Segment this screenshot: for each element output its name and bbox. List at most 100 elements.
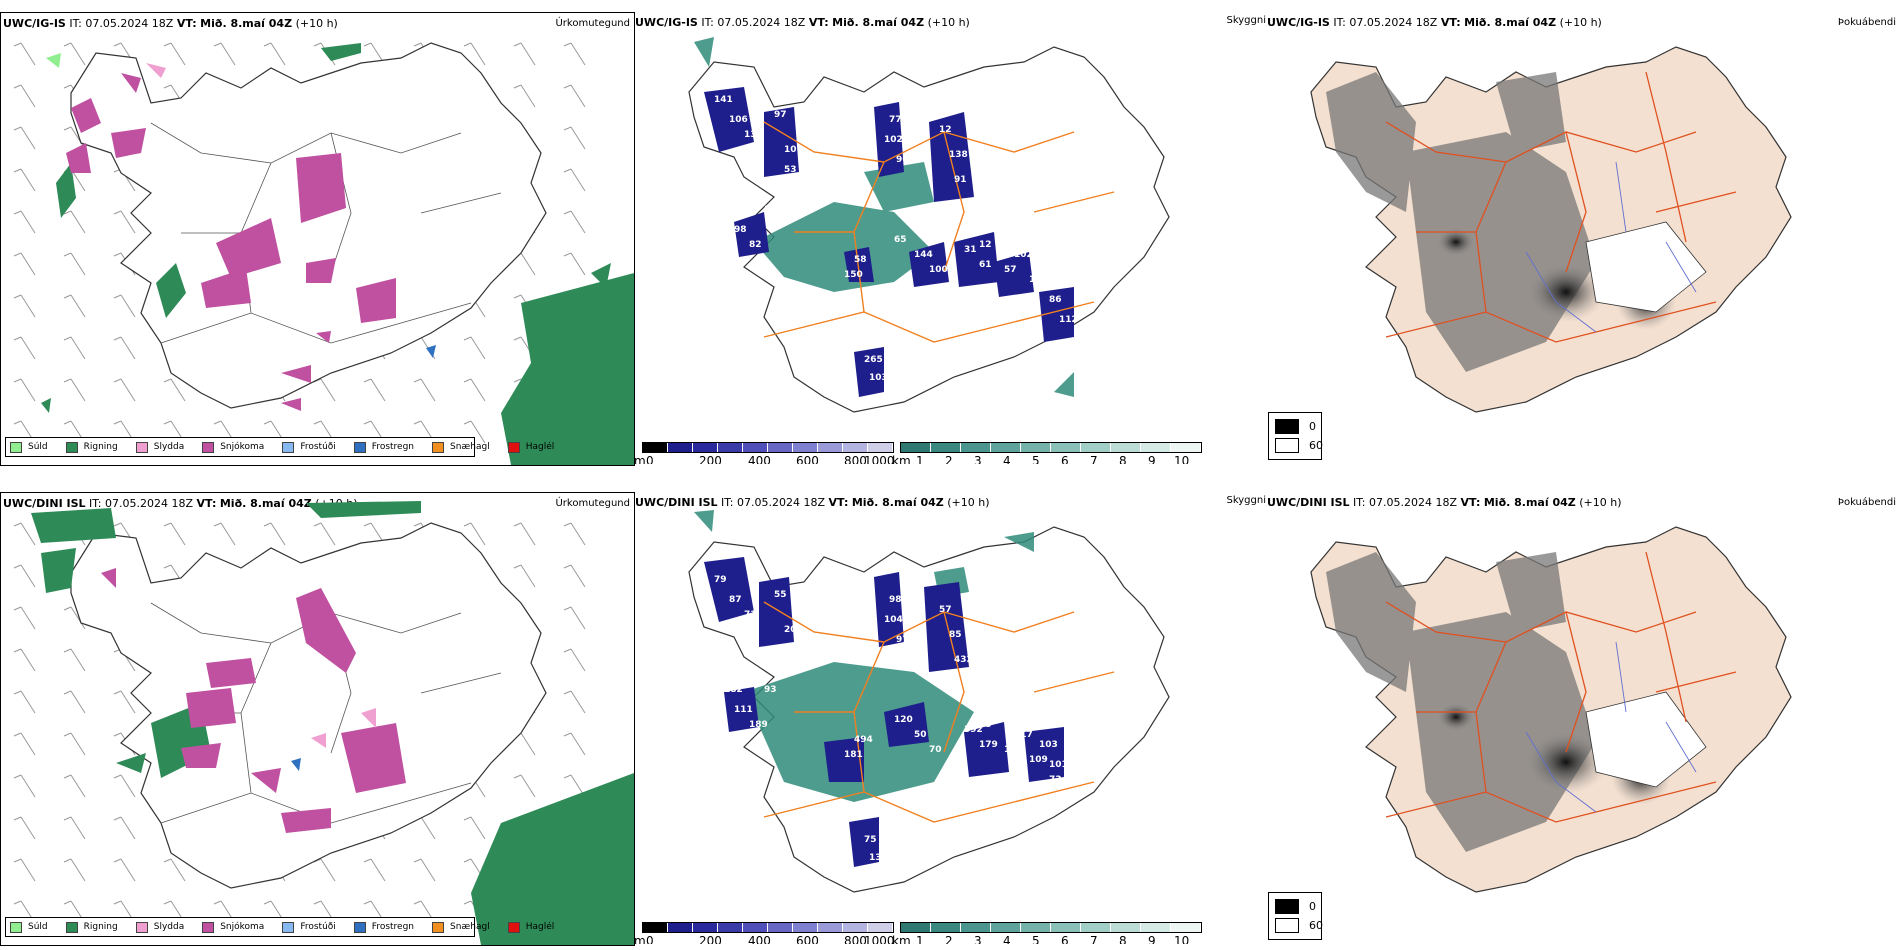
legend-item: Snæhagl [432,921,490,933]
product-title: Þokuábendi [1837,17,1896,28]
ceiling-label: 57 [939,605,952,615]
ceiling-label: 392 [964,725,983,735]
distance-tick: 6 [1061,934,1069,944]
wind-barb [463,336,486,360]
height-tick: 1000 [864,454,895,464]
ceiling-label: 31 [964,245,977,255]
ceiling-label: 77 [889,115,902,125]
legend-swatch [282,441,295,453]
height-tick: 0 [646,934,654,944]
ceiling-label: 138 [724,205,743,215]
wind-barb [13,774,36,798]
iceland-outline [70,522,547,889]
wind-barb [463,420,486,444]
fog-map [1310,526,1792,893]
wind-barb [163,522,186,546]
ceiling-label: 71 [744,610,757,620]
distance-tick: 1 [916,934,924,944]
wind-barb [113,858,136,882]
wind-barb [563,648,586,672]
wind-barb [13,858,36,882]
wind-barb [63,732,86,756]
wind-barb [163,42,186,66]
ceiling-label: 83 [979,720,992,730]
legend-item: Rigning [65,921,118,933]
fog-legend-low: 0 [1309,900,1316,913]
product-title: Þokuábendi [1837,497,1896,508]
wind-barb [313,522,336,546]
legend-item: Frostregn [353,441,414,453]
ceiling-label: 73 [1049,775,1062,785]
ceiling-label: 209 [784,625,803,635]
legend-item: Súld [10,921,48,933]
wind-barb [63,336,86,360]
ceiling-label: 98 [734,225,747,235]
legend-item: Haglél [507,441,554,453]
precip-map [13,42,634,465]
wind-barb [113,378,136,402]
legend-swatch [507,921,520,933]
wind-barb [63,648,86,672]
product-title: Úrkomutegund [555,498,630,509]
height-colorbar-strip [642,922,894,933]
ceiling-label: 75 [864,835,877,845]
ceiling-label: 93 [764,685,777,695]
wind-barb [563,690,586,714]
fog-map [1310,46,1792,413]
wind-barb [13,732,36,756]
wind-barb [313,378,336,402]
distance-tick: 10 [1174,934,1190,944]
ceiling-label: 85 [949,630,962,640]
wind-barb [563,522,586,546]
wind-barb [63,294,86,318]
wind-barb [113,816,136,840]
ceiling-label: 100 [929,265,948,275]
panel-title: UWC/DINI ISL IT: 07.05.2024 18Z VT: Mið.… [3,497,358,510]
ceiling-label: 87 [729,595,742,605]
wind-barb [63,42,86,66]
legend-item: Haglél [507,921,554,933]
wind-barb [563,564,586,588]
ceiling-label: 55 [784,645,797,655]
ceiling-label: 103 [1039,740,1058,750]
fog-legend-high: 60 [1309,439,1323,452]
visibility-panel-top: UWC/IG-IS IT: 07.05.2024 18Z VT: Mið. 8.… [634,12,1266,464]
wind-barb [463,816,486,840]
wind-barb [13,210,36,234]
wind-barb [463,42,486,66]
ceiling-label: 141 [714,95,733,105]
ceiling-label: 122 [764,205,783,215]
ceiling-label: 432 [954,655,973,665]
product-title: Skyggni [1226,495,1266,506]
ceiling-label: 12 [979,240,992,250]
wind-barb [113,210,136,234]
distance-tick: 6 [1061,454,1069,464]
distance-tick: 2 [945,454,953,464]
wind-barb [13,606,36,630]
height-tick: 200 [699,934,722,944]
legend-swatch [10,921,22,933]
product-title: Úrkomutegund [555,18,630,29]
wind-barb [13,168,36,192]
ceiling-label: 111 [1039,260,1058,270]
ceiling-label: 79 [714,575,727,585]
distance-tick: 8 [1119,934,1127,944]
wind-barb [563,732,586,756]
wind-barb [413,378,436,402]
ceiling-label: 50 [914,730,927,740]
fog-swatch-high [1275,918,1299,933]
legend-item: Rigning [65,441,118,453]
ceiling-label: 57 [1004,265,1017,275]
ceiling-label: 102 [884,135,903,145]
wind-barb [563,252,586,276]
wind-barb [513,522,536,546]
height-tick: 600 [796,454,819,464]
distance-tick: 7 [1090,934,1098,944]
wind-barb [13,522,36,546]
wind-barb [13,294,36,318]
legend-swatch [282,921,295,933]
wind-barb [13,252,36,276]
ceiling-label: 189 [749,720,768,730]
fog-legend-low: 0 [1309,420,1316,433]
legend-swatch [65,921,78,933]
